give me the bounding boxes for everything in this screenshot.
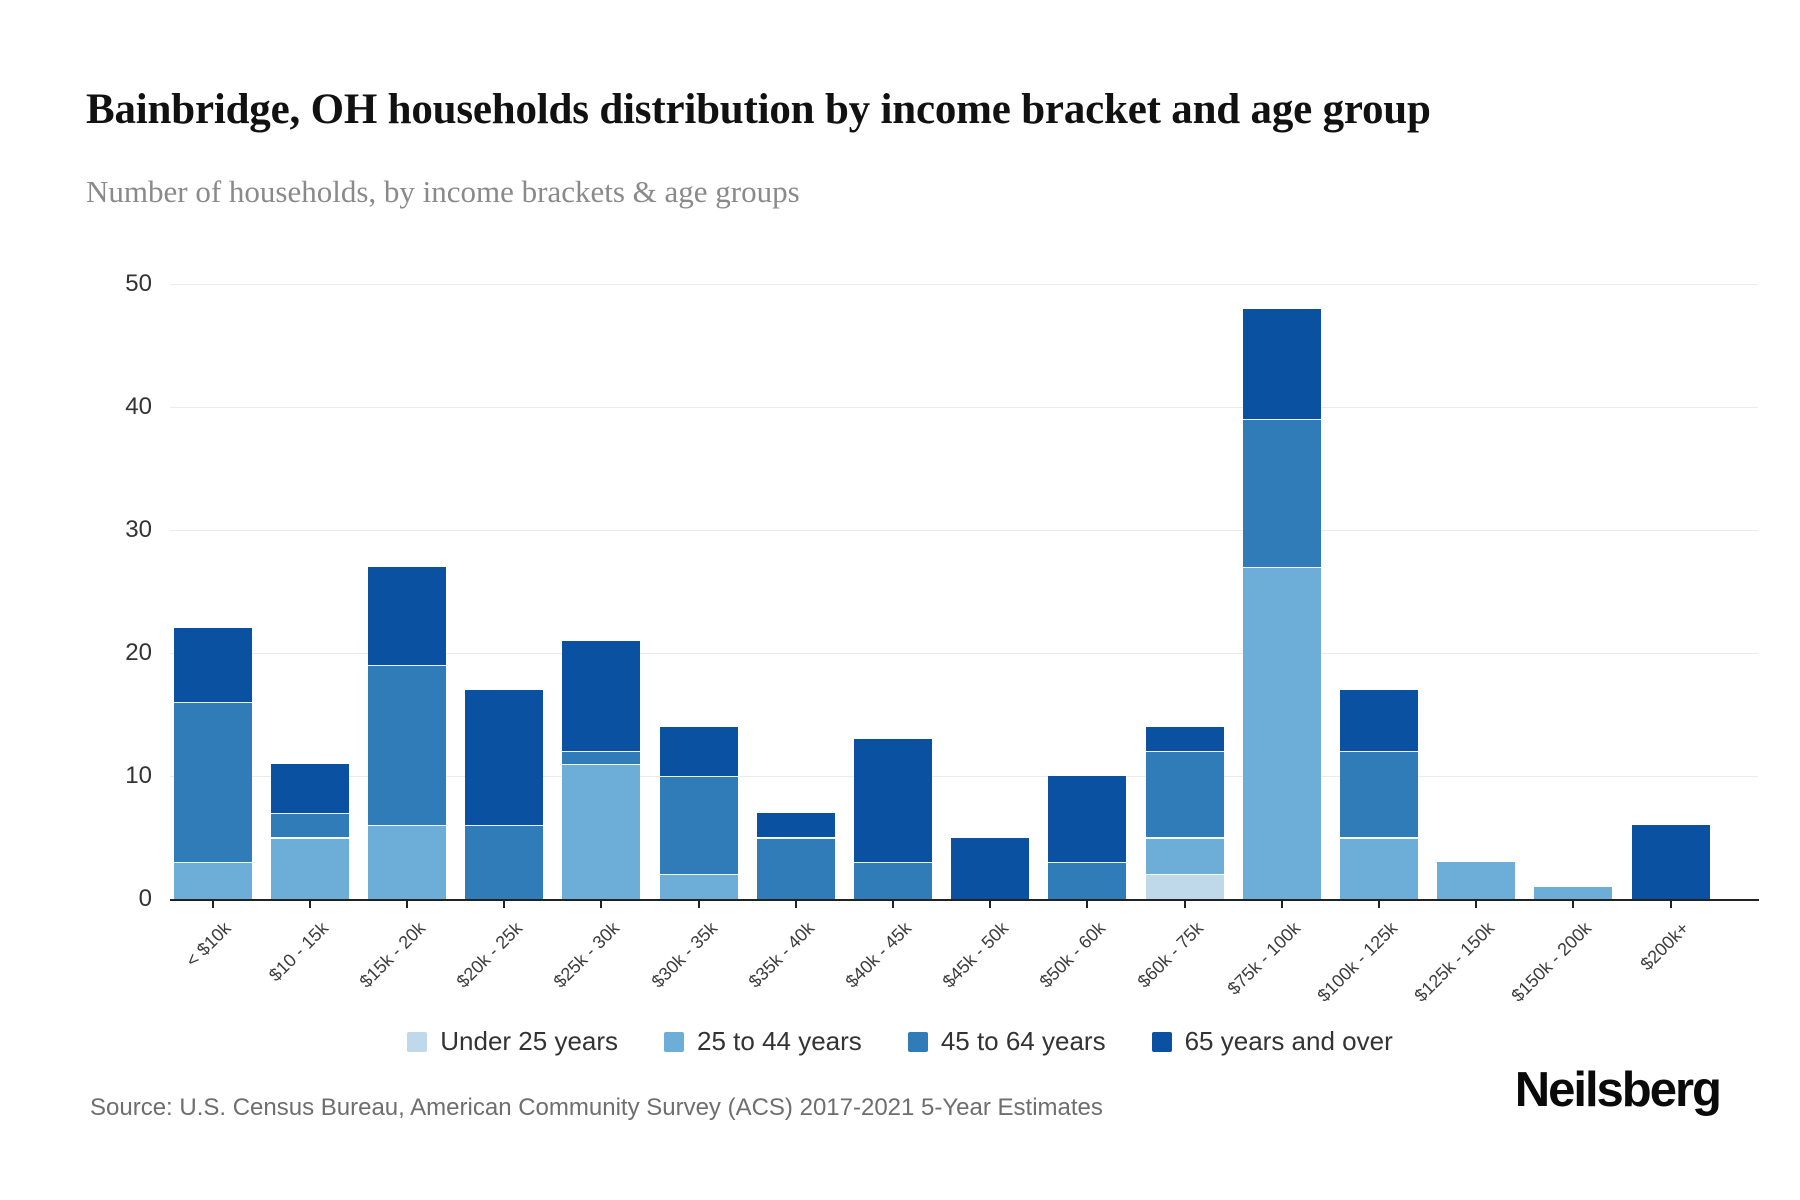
x-axis-category-label: $100k - 125k [1313, 918, 1402, 1006]
legend-swatch-icon [1151, 1031, 1172, 1052]
x-axis-tick [1572, 901, 1575, 908]
x-axis-category-label: $30k - 35k [647, 918, 721, 992]
bar-segment[interactable] [1437, 862, 1516, 899]
bar-segment[interactable] [951, 837, 1030, 899]
x-axis-tick [1086, 901, 1089, 908]
x-axis-category-label: < $10k [182, 918, 235, 971]
x-axis-tick [794, 901, 797, 908]
bar-segment[interactable] [173, 628, 252, 703]
bar-segment[interactable] [854, 862, 932, 899]
x-axis-tick [600, 901, 603, 908]
gridline-y40 [170, 407, 1758, 408]
legend-item[interactable]: 45 to 64 years [907, 1026, 1106, 1057]
bar-segment[interactable] [1340, 837, 1418, 899]
x-axis-category-label: $40k - 45k [841, 918, 916, 992]
legend-label: 25 to 44 years [697, 1026, 862, 1056]
bar-segment[interactable] [1340, 689, 1418, 752]
bar-segment[interactable] [368, 825, 446, 899]
bar-segment[interactable] [659, 874, 738, 899]
bar-segment[interactable] [270, 812, 349, 838]
bar-segment[interactable] [562, 763, 641, 899]
bar-segment[interactable] [562, 640, 641, 752]
x-axis-tick [1280, 901, 1283, 908]
x-axis-tick [211, 901, 214, 908]
bar-segment[interactable] [1145, 751, 1224, 838]
bar-segment[interactable] [1048, 862, 1127, 899]
bar-segment[interactable] [1631, 825, 1710, 899]
bar-segment[interactable] [854, 739, 932, 863]
legend-item[interactable]: Under 25 years [407, 1026, 618, 1057]
x-axis-category-label: $200k+ [1636, 918, 1693, 975]
x-axis-tick [697, 901, 700, 908]
gridline-y20 [170, 653, 1758, 654]
chart-subtitle: Number of households, by income brackets… [86, 174, 800, 209]
x-axis-category-label: $35k - 40k [744, 918, 818, 992]
bar-segment[interactable] [659, 726, 738, 776]
legend-swatch-icon [407, 1031, 428, 1052]
x-axis-tick [503, 901, 506, 908]
legend-item[interactable]: 25 to 44 years [664, 1026, 862, 1057]
bar-segment[interactable] [1145, 874, 1224, 899]
bar-segment[interactable] [1242, 566, 1321, 899]
legend-label: 45 to 64 years [940, 1026, 1106, 1056]
y-axis-tick-label: 30 [125, 516, 152, 543]
gridline-y10 [170, 776, 1758, 777]
y-axis-tick-label: 40 [125, 393, 152, 420]
bar-segment[interactable] [1145, 837, 1224, 875]
x-axis-tick [989, 901, 992, 908]
bar-segment[interactable] [1340, 751, 1418, 838]
x-axis-tick [1475, 901, 1478, 908]
source-attribution: Source: U.S. Census Bureau, American Com… [90, 1094, 1103, 1121]
chart-title: Bainbridge, OH households distribution b… [86, 85, 1431, 133]
bar-segment[interactable] [756, 812, 835, 838]
x-axis-tick [1669, 901, 1672, 908]
x-axis-category-label: $75k - 100k [1223, 918, 1304, 999]
gridline-y50 [170, 284, 1758, 285]
x-axis-category-label: $25k - 30k [549, 918, 624, 992]
legend-swatch-icon [907, 1031, 928, 1052]
bar-segment[interactable] [465, 825, 544, 899]
x-axis-tick [308, 901, 311, 908]
bar-segment[interactable] [270, 837, 349, 899]
legend-label: Under 25 years [440, 1026, 619, 1056]
bar-segment[interactable] [1242, 419, 1321, 567]
x-axis-line [170, 899, 1759, 901]
x-axis-tick [892, 901, 894, 908]
y-axis-tick-label: 20 [125, 639, 152, 666]
bar-segment[interactable] [173, 702, 252, 863]
x-axis-category-label: $45k - 50k [938, 918, 1013, 992]
bar-segment[interactable] [1145, 726, 1224, 752]
bar-segment[interactable] [1242, 308, 1321, 420]
x-axis-tick [1378, 901, 1380, 908]
brand-logo: Neilsberg [1514, 1063, 1722, 1117]
x-axis-category-label: $150k - 200k [1507, 918, 1596, 1006]
bar-segment[interactable] [173, 862, 252, 899]
bar-segment[interactable] [659, 776, 738, 875]
x-axis-category-label: $50k - 60k [1035, 918, 1110, 992]
bar-segment[interactable] [465, 689, 544, 826]
x-axis-tick [1183, 901, 1186, 908]
y-axis-tick-label: 50 [125, 270, 152, 297]
bar-segment[interactable] [1534, 886, 1613, 899]
legend-label: 65 years and over [1184, 1026, 1393, 1056]
y-axis-tick-label: 0 [138, 885, 152, 912]
y-axis-tick-label: 10 [125, 762, 152, 789]
bar-segment[interactable] [1048, 776, 1127, 863]
bar-segment[interactable] [368, 566, 446, 666]
x-axis-category-label: $10 - 15k [264, 918, 332, 986]
legend-item[interactable]: 65 years and over [1151, 1026, 1393, 1057]
bar-segment[interactable] [756, 837, 835, 899]
bar-segment[interactable] [270, 763, 349, 813]
x-axis-category-label: $20k - 25k [452, 918, 527, 992]
x-axis-category-label: $125k - 150k [1410, 918, 1499, 1006]
x-axis-tick [406, 901, 408, 908]
gridline-y30 [170, 530, 1758, 531]
bar-segment[interactable] [562, 751, 641, 764]
bar-segment[interactable] [368, 665, 446, 826]
legend: Under 25 years 25 to 44 years 45 to 64 yea… [0, 1026, 1800, 1057]
x-axis-category-label: $15k - 20k [355, 918, 430, 992]
legend-swatch-icon [664, 1031, 685, 1052]
x-axis-category-label: $60k - 75k [1133, 918, 1207, 992]
